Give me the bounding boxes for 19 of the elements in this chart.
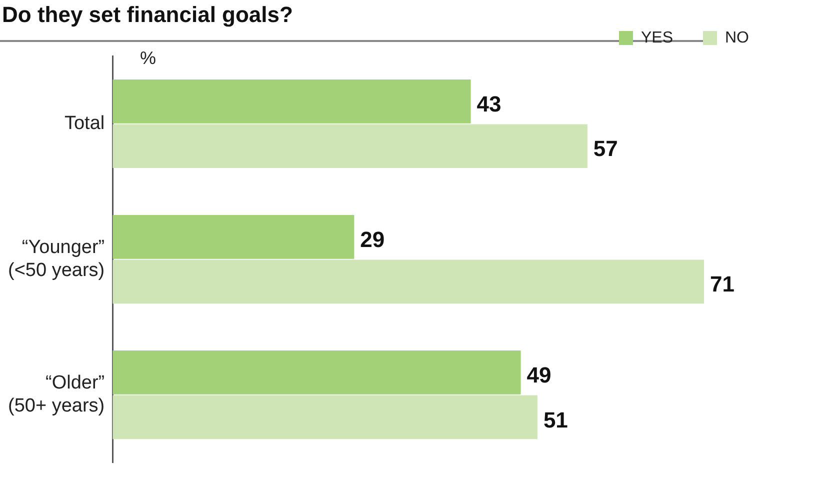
- y-tick-label: “Younger” (<50 years): [8, 237, 105, 281]
- data-label: 43: [476, 91, 502, 116]
- bar: [112, 350, 521, 394]
- bar: [112, 395, 538, 440]
- legend-label: NO: [725, 29, 749, 46]
- bar: [112, 215, 354, 259]
- bar: [112, 260, 704, 304]
- data-label: 71: [710, 272, 735, 297]
- y-tick-label: “Older” (50+ years): [8, 372, 105, 416]
- data-label: 51: [543, 407, 568, 432]
- bar: [112, 79, 471, 124]
- legend-label: YES: [640, 29, 673, 46]
- bar: [112, 124, 588, 168]
- chart-title: Do they set financial goals?: [2, 2, 293, 28]
- data-label: 49: [526, 362, 552, 388]
- data-label: 29: [360, 227, 385, 252]
- annotation: %: [140, 48, 156, 69]
- y-tick-label: Total: [64, 113, 105, 134]
- data-label: 57: [593, 136, 618, 162]
